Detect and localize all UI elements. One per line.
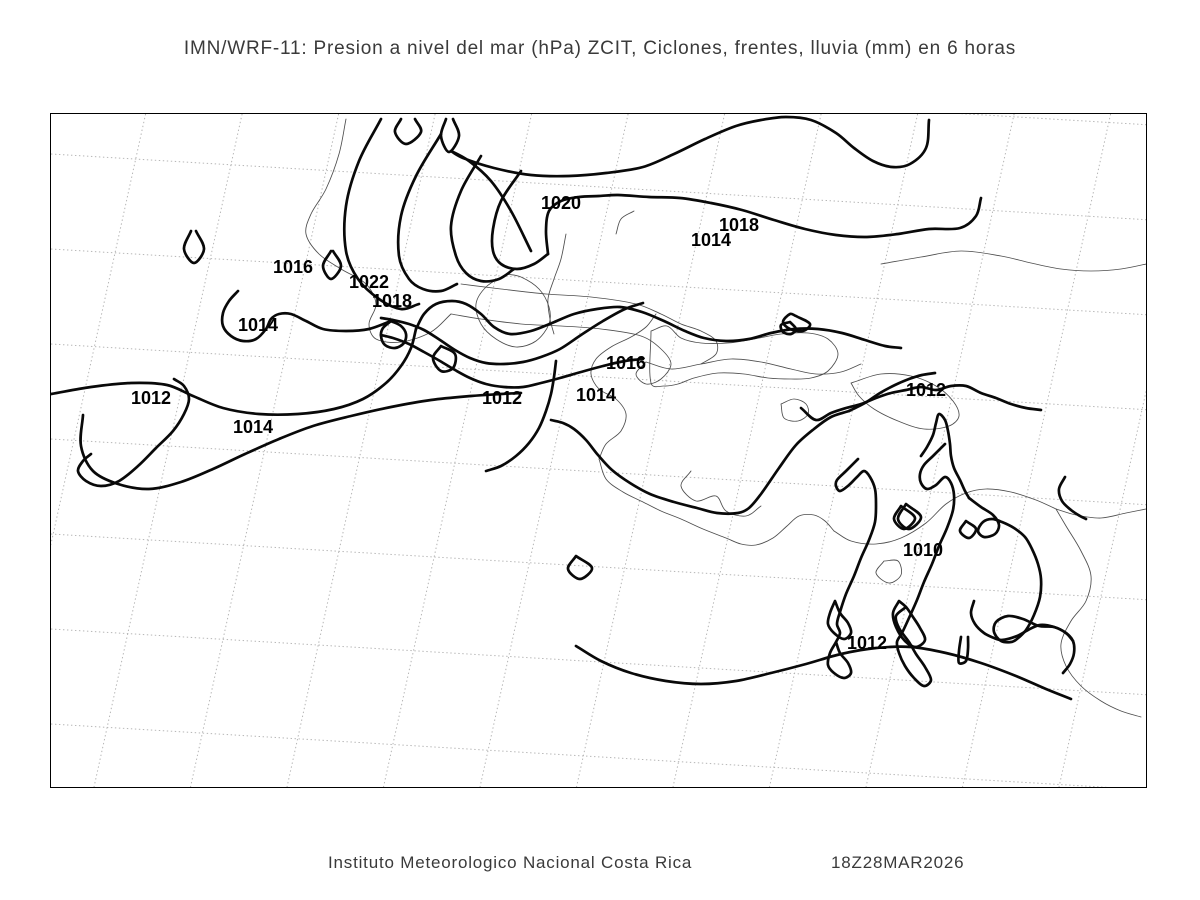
svg-text:1014: 1014 — [238, 315, 278, 335]
svg-text:1012: 1012 — [847, 633, 887, 653]
svg-text:1010: 1010 — [903, 540, 943, 560]
svg-text:1016: 1016 — [273, 257, 313, 277]
svg-text:1012: 1012 — [482, 388, 522, 408]
svg-text:1012: 1012 — [906, 380, 946, 400]
svg-text:1014: 1014 — [691, 230, 731, 250]
svg-text:1012: 1012 — [131, 388, 171, 408]
svg-text:1016: 1016 — [606, 353, 646, 373]
svg-text:1020: 1020 — [541, 193, 581, 213]
svg-text:1022: 1022 — [349, 272, 389, 292]
svg-text:1018: 1018 — [372, 291, 412, 311]
svg-text:1014: 1014 — [576, 385, 616, 405]
svg-text:1014: 1014 — [233, 417, 273, 437]
